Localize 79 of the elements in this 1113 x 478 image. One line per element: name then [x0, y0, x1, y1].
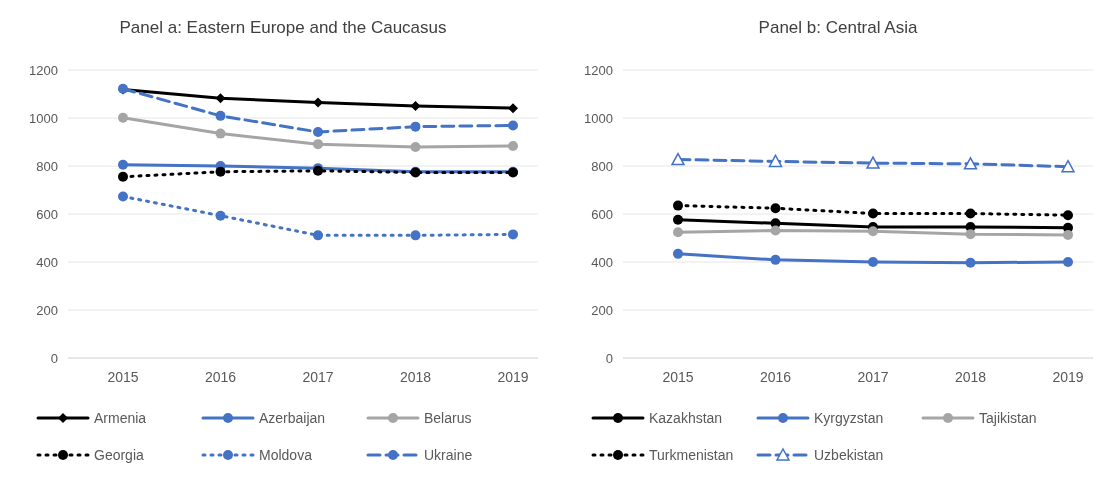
point: [965, 208, 976, 219]
point: [770, 225, 781, 236]
point: [215, 110, 226, 121]
x-tick-label: 2018: [954, 369, 987, 385]
legend-label: Tajikistan: [979, 409, 1037, 426]
point: [118, 191, 128, 202]
point: [410, 230, 421, 241]
x-tick-label: 2016: [204, 369, 237, 385]
y-tick-label: 800: [591, 158, 613, 174]
y-tick-label: 800: [36, 158, 58, 174]
point: [313, 126, 323, 137]
y-tick-label: 400: [36, 254, 58, 270]
y-tick-label: 1200: [29, 62, 58, 78]
point: [508, 229, 518, 240]
y-tick-label: 0: [50, 350, 58, 366]
chart-title: Panel a: Eastern Europe and the Caucasus: [119, 18, 447, 37]
y-tick-label: 0: [605, 350, 613, 366]
y-tick-label: 1200: [584, 62, 613, 78]
x-tick-label: 2015: [662, 369, 694, 385]
legend-label: Azerbaijan: [259, 409, 326, 426]
point: [215, 93, 226, 104]
legend-label: Uzbekistan: [814, 446, 884, 463]
y-tick-label: 200: [36, 302, 58, 318]
y-tick-label: 400: [591, 254, 613, 270]
point: [410, 142, 421, 153]
x-tick-label: 2018: [399, 369, 432, 385]
point: [508, 120, 518, 131]
point: [1061, 159, 1075, 173]
point: [868, 226, 878, 237]
point: [313, 230, 323, 241]
point: [963, 157, 978, 170]
legend-label: Kyrgyzstan: [814, 409, 884, 426]
point: [1063, 210, 1073, 221]
point: [508, 141, 518, 152]
point: [770, 254, 781, 265]
point: [673, 200, 683, 211]
point: [768, 154, 783, 168]
point: [1063, 229, 1073, 240]
point: [965, 229, 976, 240]
legend-label: Georgia: [94, 446, 145, 463]
legend-label: Moldova: [259, 446, 313, 463]
point: [866, 156, 880, 169]
y-tick-label: 1000: [29, 110, 58, 126]
legend-label: Belarus: [424, 409, 472, 426]
legend-label: Ukraine: [424, 446, 473, 463]
point: [508, 103, 518, 114]
point: [410, 121, 421, 132]
y-tick-label: 600: [36, 206, 58, 222]
legend-label: Armenia: [94, 409, 147, 426]
point: [215, 128, 226, 139]
point: [868, 208, 878, 219]
point: [673, 248, 683, 259]
point: [118, 171, 128, 182]
point: [215, 210, 226, 221]
x-tick-label: 2017: [302, 369, 334, 385]
point: [673, 214, 683, 225]
point: [313, 97, 323, 108]
point: [118, 159, 128, 170]
legend-label: Turkmenistan: [649, 446, 734, 463]
x-tick-label: 2016: [759, 369, 792, 385]
point: [1063, 257, 1073, 267]
x-tick-label: 2015: [107, 369, 139, 385]
point: [868, 257, 878, 267]
point: [673, 227, 683, 238]
x-tick-label: 2019: [497, 369, 529, 385]
point: [215, 166, 226, 177]
point: [770, 203, 781, 214]
y-tick-label: 1000: [584, 110, 613, 126]
point: [965, 257, 976, 268]
x-tick-label: 2019: [1052, 369, 1084, 385]
y-tick-label: 200: [591, 302, 613, 318]
x-tick-label: 2017: [857, 369, 889, 385]
point: [313, 139, 323, 150]
chart-title: Panel b: Central Asia: [758, 18, 918, 37]
point: [410, 101, 421, 111]
point: [118, 112, 128, 123]
y-tick-label: 600: [591, 206, 613, 222]
point: [671, 152, 685, 166]
legend-label: Kazakhstan: [649, 409, 723, 426]
